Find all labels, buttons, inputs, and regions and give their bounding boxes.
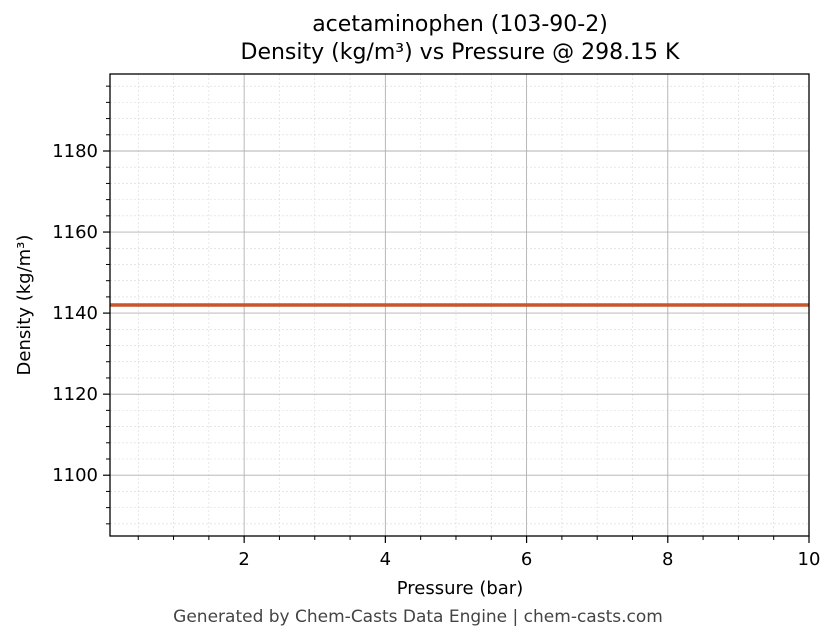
x-tick-label: 8 bbox=[662, 549, 673, 570]
axis-ticks bbox=[103, 85, 810, 543]
y-tick-label: 1100 bbox=[52, 465, 98, 486]
y-tick-label: 1120 bbox=[52, 384, 98, 405]
x-tick-label: 4 bbox=[380, 549, 391, 570]
plot-frame bbox=[109, 73, 810, 537]
x-axis-label: Pressure (bar) bbox=[397, 578, 523, 599]
y-tick-label: 1180 bbox=[52, 141, 98, 162]
footer-credit: Generated by Chem-Casts Data Engine | ch… bbox=[173, 607, 663, 627]
chart-subtitle: Density (kg/m³) vs Pressure @ 298.15 K bbox=[240, 40, 680, 65]
y-tick-label: 1140 bbox=[52, 303, 98, 324]
x-tick-label: 10 bbox=[798, 549, 821, 570]
y-tick-label: 1160 bbox=[52, 222, 98, 243]
x-tick-label: 6 bbox=[521, 549, 532, 570]
x-tick-label: 2 bbox=[238, 549, 249, 570]
y-tick-labels: 1100 1120 1140 1160 1180 bbox=[52, 141, 98, 486]
major-grid bbox=[110, 74, 810, 536]
x-tick-labels: 2 4 6 8 10 bbox=[238, 549, 820, 570]
y-axis-label: Density (kg/m³) bbox=[14, 235, 35, 376]
chart-title: acetaminophen (103-90-2) bbox=[312, 12, 608, 37]
